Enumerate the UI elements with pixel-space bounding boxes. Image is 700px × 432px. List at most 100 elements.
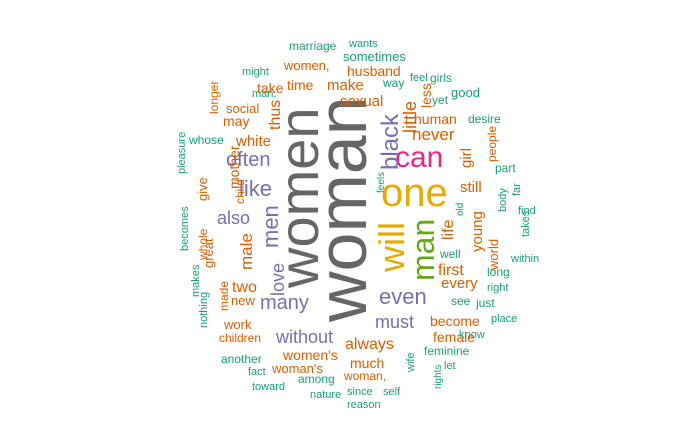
word-73: nothing <box>198 292 210 328</box>
word-27: mother <box>226 145 242 189</box>
word-22: time <box>287 77 314 93</box>
word-55: world <box>486 239 501 271</box>
word-3: will <box>371 222 412 273</box>
word-4: can <box>395 141 443 174</box>
word-93: fact <box>248 366 266 378</box>
word-86: place <box>491 313 517 325</box>
word-40: become <box>430 313 480 329</box>
word-85: just <box>475 296 495 310</box>
word-11: many <box>260 292 309 314</box>
word-29: two <box>232 279 257 296</box>
word-32: still <box>460 179 482 196</box>
word-83: right <box>487 282 508 294</box>
word-95: toward <box>252 381 285 393</box>
word-5: man <box>405 219 441 281</box>
word-60: might <box>242 66 269 78</box>
word-43: woman's <box>271 361 323 376</box>
word-89: let <box>444 360 456 372</box>
word-97: since <box>347 386 373 398</box>
word-52: longer <box>207 81 221 114</box>
word-50: child <box>233 179 247 204</box>
word-28: male <box>237 233 256 270</box>
word-74: feels <box>376 172 387 193</box>
word-18: sexual <box>340 93 383 110</box>
word-7: even <box>379 284 427 309</box>
word-35: young <box>469 211 486 252</box>
word-47: give <box>195 177 210 201</box>
word-2: one <box>381 171 448 215</box>
word-63: feel <box>410 72 428 84</box>
word-23: take <box>257 80 284 96</box>
word-67: desire <box>468 112 501 126</box>
word-64: girls <box>430 71 452 85</box>
word-92: another <box>221 352 262 366</box>
word-20: husband <box>347 63 401 79</box>
word-36: first <box>438 262 464 279</box>
word-57: marriage <box>289 39 337 53</box>
word-46: new <box>231 293 255 308</box>
word-61: man, <box>252 88 276 100</box>
word-19: make <box>327 77 364 94</box>
word-91: wife <box>405 352 417 373</box>
word-87: know <box>459 329 485 341</box>
word-51: social <box>226 101 259 116</box>
word-80: within <box>510 253 539 265</box>
word-69: whose <box>188 133 224 147</box>
word-21: women, <box>283 58 330 73</box>
word-12: without <box>275 327 333 347</box>
word-71: becomes <box>179 206 191 251</box>
word-59: sometimes <box>343 49 406 64</box>
word-39: female <box>433 329 475 345</box>
word-75: old <box>455 203 466 216</box>
word-6: black <box>377 113 404 170</box>
word-78: find <box>518 205 536 217</box>
word-76: far <box>511 183 523 196</box>
word-62: way <box>382 76 404 90</box>
word-94: among <box>298 372 335 386</box>
word-70: pleasure <box>176 132 188 174</box>
word-24: thus <box>267 100 284 130</box>
word-34: life <box>440 219 457 240</box>
word-30: human <box>414 111 457 127</box>
word-9: often <box>226 149 270 171</box>
word-81: well <box>439 247 461 261</box>
word-1: women <box>267 107 330 289</box>
word-77: body <box>497 188 509 212</box>
word-54: children <box>219 331 261 345</box>
word-41: women's <box>282 347 338 363</box>
word-56: people <box>485 126 499 162</box>
word-14: must <box>375 312 414 332</box>
word-31: less <box>418 83 434 108</box>
word-38: always <box>345 336 394 353</box>
word-37: every <box>441 275 478 292</box>
word-15: love <box>268 263 288 296</box>
word-10: men <box>258 205 283 248</box>
word-48: great <box>201 238 216 268</box>
word-45: work <box>223 317 252 332</box>
word-0: woman <box>303 96 381 323</box>
word-99: reason <box>347 399 381 411</box>
word-66: yet <box>432 93 449 107</box>
word-33: girl <box>458 148 475 168</box>
word-82: long <box>487 265 510 279</box>
word-8: like <box>239 176 272 201</box>
word-13: also <box>217 208 250 228</box>
word-79: takes <box>520 210 532 237</box>
word-90: rights <box>433 365 444 389</box>
word-58: wants <box>348 38 378 50</box>
word-16: little <box>400 101 420 133</box>
word-26: may <box>223 113 249 129</box>
word-96: nature <box>310 389 341 401</box>
word-68: part <box>495 161 516 175</box>
word-42: much <box>350 355 384 371</box>
word-65: good <box>451 85 480 100</box>
word-49: made <box>217 281 231 311</box>
word-53: whole <box>196 228 210 261</box>
word-72: makes <box>190 264 202 297</box>
word-84: see <box>451 294 471 308</box>
word-44: woman, <box>343 369 386 383</box>
word-17: never <box>412 125 455 144</box>
word-88: feminine <box>424 344 470 358</box>
